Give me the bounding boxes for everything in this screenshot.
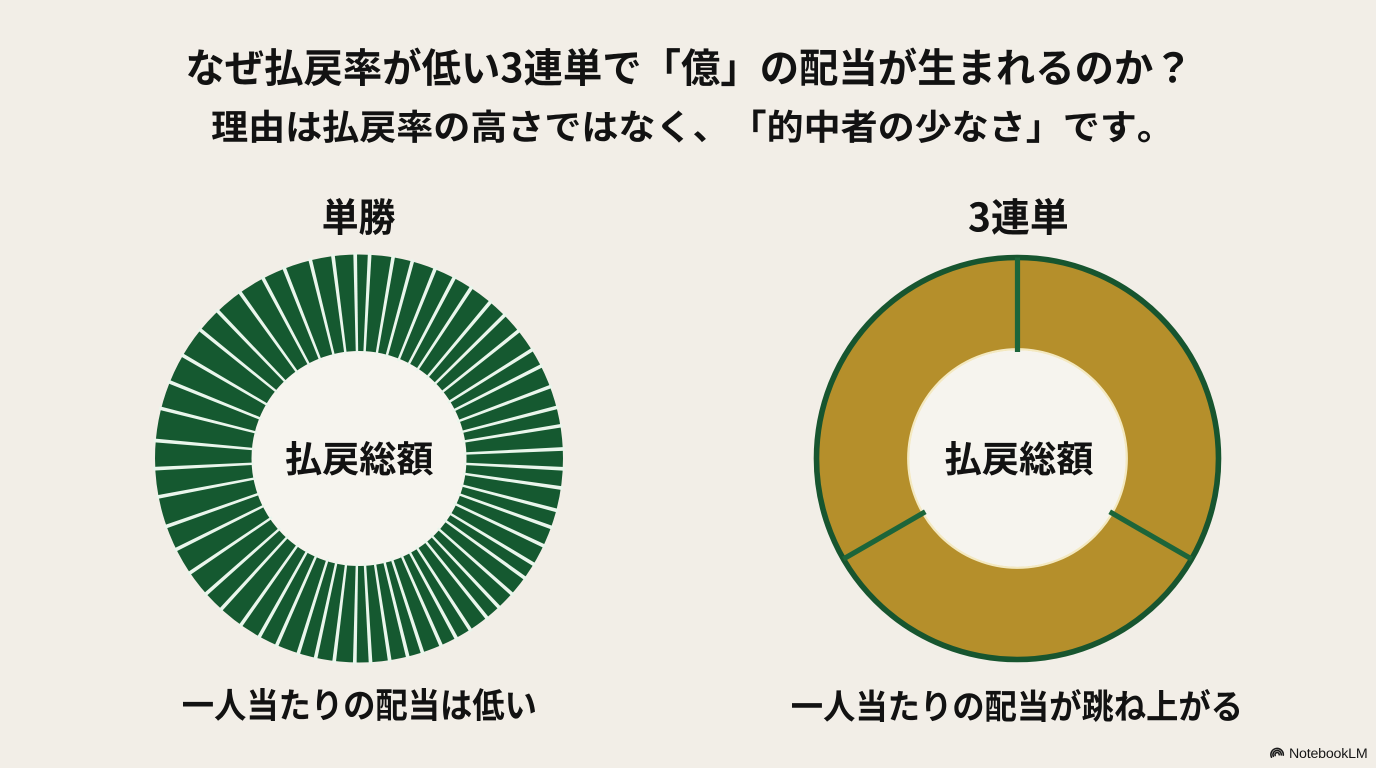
svg-text:NotebookLM: NotebookLM xyxy=(1289,746,1367,762)
